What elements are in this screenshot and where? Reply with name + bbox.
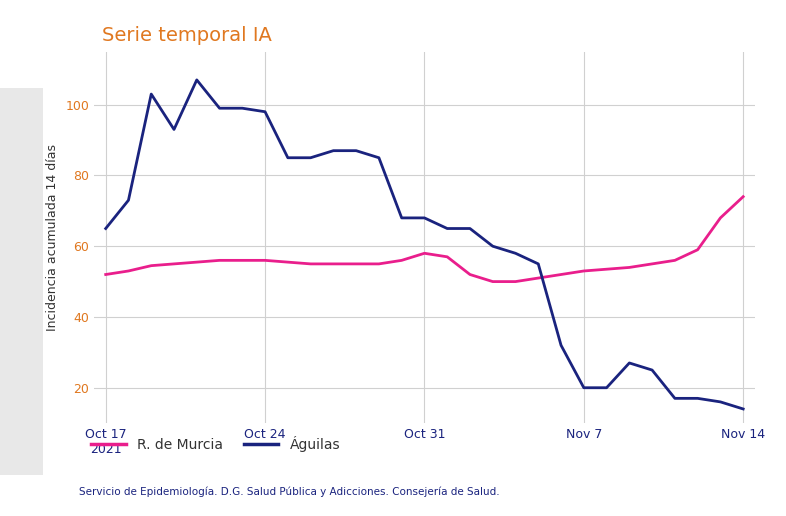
Legend: R. de Murcia, Águilas: R. de Murcia, Águilas (86, 430, 346, 458)
Águilas (237, 105, 247, 111)
Águilas (693, 395, 703, 401)
Águilas (260, 109, 270, 115)
R. de Murcia (602, 266, 612, 272)
R. de Murcia (534, 275, 543, 281)
R. de Murcia (420, 250, 429, 256)
R. de Murcia (351, 261, 361, 267)
R. de Murcia (169, 261, 178, 267)
R. de Murcia (101, 271, 110, 278)
R. de Murcia (625, 264, 634, 270)
R. de Murcia (648, 261, 657, 267)
R. de Murcia (374, 261, 384, 267)
R. de Murcia (146, 263, 156, 269)
R. de Murcia (237, 257, 247, 264)
Text: Serie temporal IA: Serie temporal IA (102, 26, 272, 45)
Line: Águilas: Águilas (105, 80, 744, 409)
Águilas (739, 406, 748, 412)
R. de Murcia (283, 259, 292, 265)
Águilas (374, 155, 384, 161)
Águilas (716, 399, 725, 405)
Águilas (648, 367, 657, 373)
R. de Murcia (716, 215, 725, 221)
Águilas (123, 197, 133, 203)
Águilas (329, 148, 338, 154)
R. de Murcia (215, 257, 224, 264)
R. de Murcia (123, 268, 133, 274)
Águilas (511, 250, 520, 256)
R. de Murcia (260, 257, 270, 264)
R. de Murcia (329, 261, 338, 267)
R. de Murcia (306, 261, 315, 267)
R. de Murcia (739, 194, 748, 200)
R. de Murcia (693, 247, 703, 253)
Águilas (169, 126, 178, 133)
Águilas (465, 225, 475, 232)
Águilas (351, 148, 361, 154)
R. de Murcia (488, 279, 498, 285)
R. de Murcia (579, 268, 589, 274)
R. de Murcia (443, 254, 452, 260)
Águilas (443, 225, 452, 232)
R. de Murcia (192, 259, 201, 265)
Águilas (534, 261, 543, 267)
Águilas (556, 342, 566, 348)
Águilas (101, 225, 110, 232)
R. de Murcia (670, 257, 680, 264)
Águilas (420, 215, 429, 221)
R. de Murcia (465, 271, 475, 278)
Águilas (397, 215, 406, 221)
Line: R. de Murcia: R. de Murcia (105, 197, 744, 282)
R. de Murcia (397, 257, 406, 264)
R. de Murcia (511, 279, 520, 285)
Águilas (488, 243, 498, 249)
Águilas (215, 105, 224, 111)
Águilas (192, 77, 201, 83)
Águilas (306, 155, 315, 161)
Águilas (602, 384, 612, 391)
Águilas (579, 384, 589, 391)
Águilas (283, 155, 292, 161)
Y-axis label: Incidencia acumulada 14 días: Incidencia acumulada 14 días (46, 144, 59, 331)
Águilas (625, 360, 634, 366)
R. de Murcia (556, 271, 566, 278)
Águilas (146, 91, 156, 97)
Águilas (670, 395, 680, 401)
Text: Servicio de Epidemiología. D.G. Salud Pública y Adicciones. Consejería de Salud.: Servicio de Epidemiología. D.G. Salud Pú… (79, 487, 499, 497)
